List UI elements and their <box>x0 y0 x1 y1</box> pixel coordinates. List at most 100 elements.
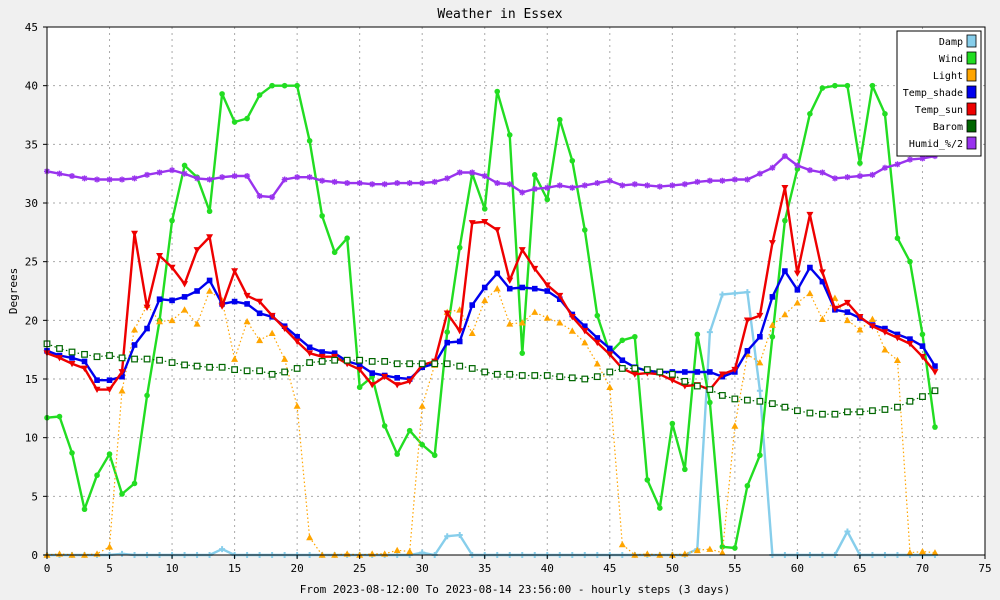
data-point <box>818 315 826 322</box>
data-point <box>769 333 776 340</box>
x-tick-label: 15 <box>228 562 241 575</box>
data-point <box>619 182 626 189</box>
data-point <box>831 294 839 301</box>
data-point <box>143 304 151 311</box>
data-point <box>118 387 126 394</box>
data-point <box>868 323 876 330</box>
data-point <box>931 369 939 376</box>
x-tick-label: 75 <box>978 562 991 575</box>
data-point <box>756 170 763 177</box>
data-point <box>832 82 838 89</box>
data-point <box>581 328 589 335</box>
data-point <box>94 472 100 479</box>
data-point <box>593 373 601 381</box>
data-point <box>294 333 300 340</box>
data-point <box>744 348 751 354</box>
data-point <box>568 327 576 334</box>
data-point <box>556 373 564 381</box>
y-tick-label: 0 <box>31 549 38 562</box>
data-point <box>518 247 526 254</box>
data-point <box>869 82 876 89</box>
data-point <box>718 371 726 378</box>
series-line-light <box>46 288 936 556</box>
data-point <box>682 466 688 473</box>
data-point <box>806 289 814 297</box>
data-point <box>544 288 551 294</box>
legend-label: Damp <box>939 37 963 48</box>
data-point <box>356 356 364 364</box>
data-point <box>368 358 376 365</box>
data-point <box>756 312 764 320</box>
data-point <box>243 292 251 300</box>
data-point <box>856 173 863 180</box>
data-point <box>394 451 400 457</box>
data-point <box>231 173 238 180</box>
data-point <box>682 369 688 375</box>
data-point <box>306 533 314 541</box>
y-tick-label: 5 <box>31 490 38 503</box>
data-point <box>393 360 401 368</box>
data-point <box>256 298 264 306</box>
data-point <box>681 383 689 390</box>
data-point <box>818 269 826 276</box>
legend-label: Light <box>933 71 963 82</box>
data-point <box>306 138 313 144</box>
data-point <box>819 85 826 91</box>
data-point <box>118 369 126 376</box>
data-point <box>181 294 188 300</box>
data-point <box>131 355 138 363</box>
y-tick-label: 20 <box>25 314 38 327</box>
data-point <box>194 288 200 294</box>
data-point <box>319 177 326 184</box>
data-point <box>68 360 76 368</box>
data-point <box>531 285 538 292</box>
data-point <box>156 169 163 176</box>
data-point <box>344 180 351 187</box>
data-point <box>531 265 539 273</box>
data-point <box>719 543 726 550</box>
y-tick-label: 25 <box>25 256 38 269</box>
data-point <box>343 356 351 364</box>
data-point <box>843 299 851 307</box>
data-point <box>256 367 264 375</box>
chart-title: Weather in Essex <box>437 7 562 22</box>
data-point <box>231 268 239 275</box>
data-point <box>293 338 301 345</box>
data-point <box>756 359 764 366</box>
data-point <box>881 346 889 353</box>
data-point <box>168 316 176 324</box>
data-point <box>607 345 613 352</box>
data-point <box>394 180 401 187</box>
data-point <box>681 377 689 385</box>
y-tick-label: 30 <box>25 197 38 210</box>
data-point <box>368 382 376 389</box>
data-point <box>882 325 888 332</box>
data-point <box>581 227 588 233</box>
data-point <box>531 372 539 379</box>
series-temp-sun <box>43 184 939 394</box>
data-point <box>656 368 664 376</box>
data-point <box>594 180 601 187</box>
data-point <box>218 363 226 371</box>
data-point <box>481 173 488 180</box>
data-point <box>268 312 276 320</box>
data-point <box>268 370 276 378</box>
data-point <box>419 180 426 187</box>
series-humid-2 <box>44 153 938 201</box>
data-point <box>919 343 926 349</box>
data-point <box>219 91 225 97</box>
data-point <box>569 184 576 191</box>
data-point <box>518 372 526 379</box>
data-point <box>193 320 201 327</box>
data-point <box>693 546 701 554</box>
data-point <box>356 366 364 374</box>
data-point <box>581 375 589 383</box>
data-point <box>606 351 614 358</box>
data-point <box>156 253 164 260</box>
x-tick-label: 10 <box>165 562 178 575</box>
data-point <box>481 284 488 291</box>
data-point <box>256 310 263 317</box>
data-point <box>718 392 726 399</box>
data-point <box>869 171 876 178</box>
